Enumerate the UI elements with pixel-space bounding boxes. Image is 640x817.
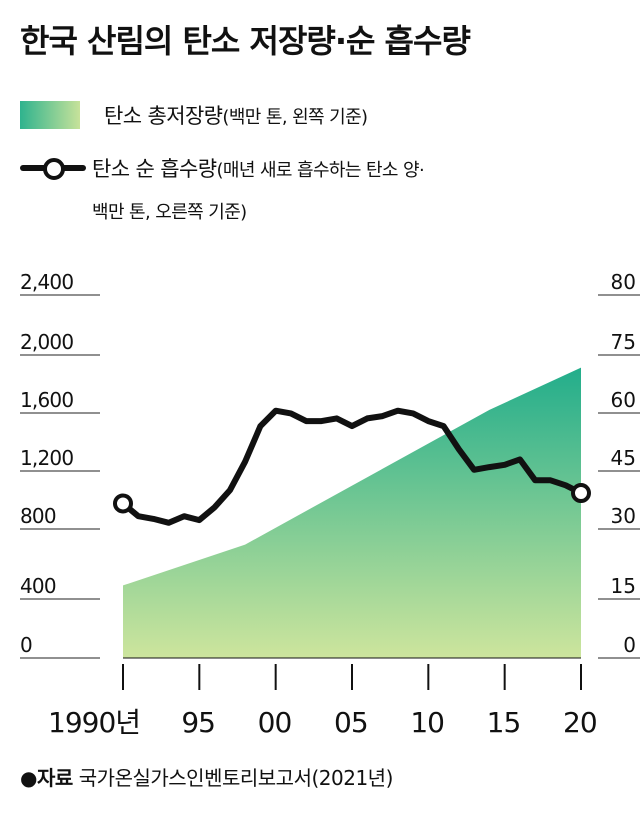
right-tick-label: 15 [611,574,636,598]
right-tick-label: 0 [623,633,636,657]
chart-title: 한국 산림의 탄소 저장량·순 흡수량 [20,22,471,60]
left-tick-label: 800 [20,504,56,528]
legend-area-sub: (백만 톤, 왼쪽 기준) [222,107,368,128]
line-endpoint-marker [113,493,133,514]
grid-lines [20,294,640,659]
legend-line-entry: 탄소 순 흡수량(매년 새로 흡수하는 탄소 양· [20,153,425,183]
legend-area-label: 탄소 총저장량 [104,104,223,128]
right-tick-label: 80 [611,270,636,294]
right-tick-label: 60 [611,388,636,412]
line-series [113,407,591,526]
line-net-absorption [120,407,584,526]
x-axis: 1990년 95 00 05 10 15 20 [48,657,598,739]
legend-area-text: 탄소 총저장량(백만 톤, 왼쪽 기준) [104,100,368,130]
left-tick-label: 2,400 [20,270,73,294]
legend-area-entry: 탄소 총저장량(백만 톤, 왼쪽 기준) [20,100,368,130]
source-label: 자료 [36,766,73,790]
legend-line-dot-icon [43,158,65,180]
legend-line-label: 탄소 순 흡수량 [92,157,217,181]
legend-line-sub2: 백만 톤, 오른쪽 기준) [92,202,247,223]
x-tick-label: 00 [258,706,292,739]
left-tick-label: 1,200 [20,446,73,470]
area-series [123,367,581,658]
x-tick-label: 15 [487,706,521,739]
x-tick-label: 20 [563,706,597,739]
right-tick-label: 45 [611,446,636,470]
legend-line-marker [20,154,86,182]
left-tick-label: 1,600 [20,388,73,412]
left-tick-label: 2,000 [20,330,73,354]
right-tick-label: 75 [611,330,636,354]
line-endpoint-marker [571,483,591,504]
x-tick-label: 10 [410,706,444,739]
source-bullet-icon: ● [20,766,37,790]
left-tick-label: 400 [20,574,56,598]
left-tick-label: 0 [20,633,32,657]
legend-line-text: 탄소 순 흡수량(매년 새로 흡수하는 탄소 양· [92,153,425,183]
area-total-storage [123,367,581,658]
legend-line-sub: (매년 새로 흡수하는 탄소 양· [216,160,425,181]
right-tick-label: 30 [611,504,636,528]
legend-area-swatch [20,101,80,129]
right-axis-ticks: 80 75 60 45 30 15 0 [611,270,636,657]
source-text: 국가온실가스인벤토리보고서(2021년) [78,766,394,790]
chart-canvas: 2,400 2,000 1,600 1,200 800 400 0 80 75 60 45 30 15… [20,270,640,739]
left-axis-ticks: 2,400 2,000 1,600 1,200 800 400 0 [20,270,74,657]
x-tick-label: 95 [181,706,215,739]
x-tick-label: 1990년 [48,706,140,739]
x-tick-label: 05 [334,706,368,739]
source-note: ●자료 국가온실가스인벤토리보고서(2021년) [20,762,393,791]
